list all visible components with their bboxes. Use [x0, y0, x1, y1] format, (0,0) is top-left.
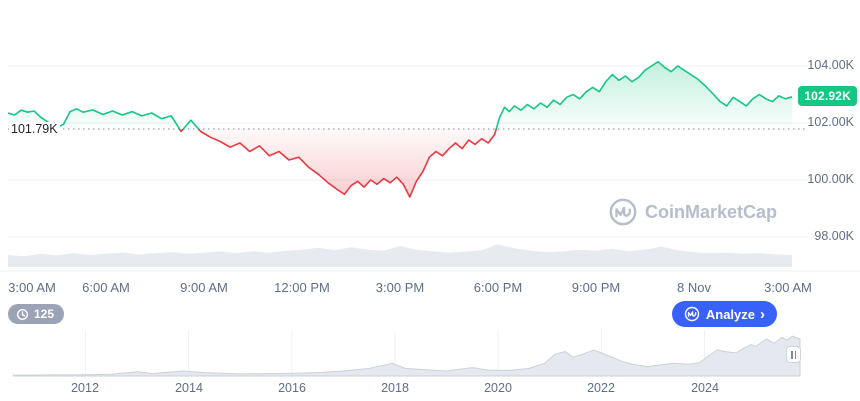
navigator-year-label: 2022	[587, 381, 615, 395]
navigator-year-label: 2024	[691, 381, 719, 395]
handle-grip	[794, 350, 796, 359]
analyze-button[interactable]: Analyze ›	[671, 301, 777, 327]
navigator-year-axis: 2012 2014 2016 2018 2020 2022 2024	[0, 381, 860, 397]
navigator-year-label: 2020	[484, 381, 512, 395]
price-line-down	[178, 129, 498, 198]
timeline-navigator[interactable]	[0, 330, 860, 378]
handle-grip	[791, 350, 793, 359]
history-count-badge[interactable]: 125	[8, 304, 65, 324]
coinmarketcap-logo-icon	[684, 306, 700, 322]
chevron-right-icon: ›	[760, 305, 765, 323]
price-fill-above-open	[8, 61, 792, 129]
price-fill-below-open	[8, 129, 792, 198]
price-line-up	[7, 60, 793, 129]
open-price-label: 101.79K	[9, 122, 60, 136]
navigator-year-label: 2016	[278, 381, 306, 395]
navigator-area	[12, 335, 801, 377]
current-price-badge: 102.92K	[798, 86, 857, 106]
navigator-year-label: 2014	[175, 381, 203, 395]
analyze-label: Analyze	[705, 306, 755, 322]
navigator-resize-handle[interactable]	[786, 346, 801, 363]
history-count: 125	[34, 307, 55, 321]
navigator-year-label: 2018	[381, 381, 409, 395]
volume-area	[8, 244, 792, 267]
price-chart-canvas[interactable]	[0, 0, 860, 300]
navigator-year-label: 2012	[71, 381, 99, 395]
history-clock-icon	[16, 308, 29, 320]
